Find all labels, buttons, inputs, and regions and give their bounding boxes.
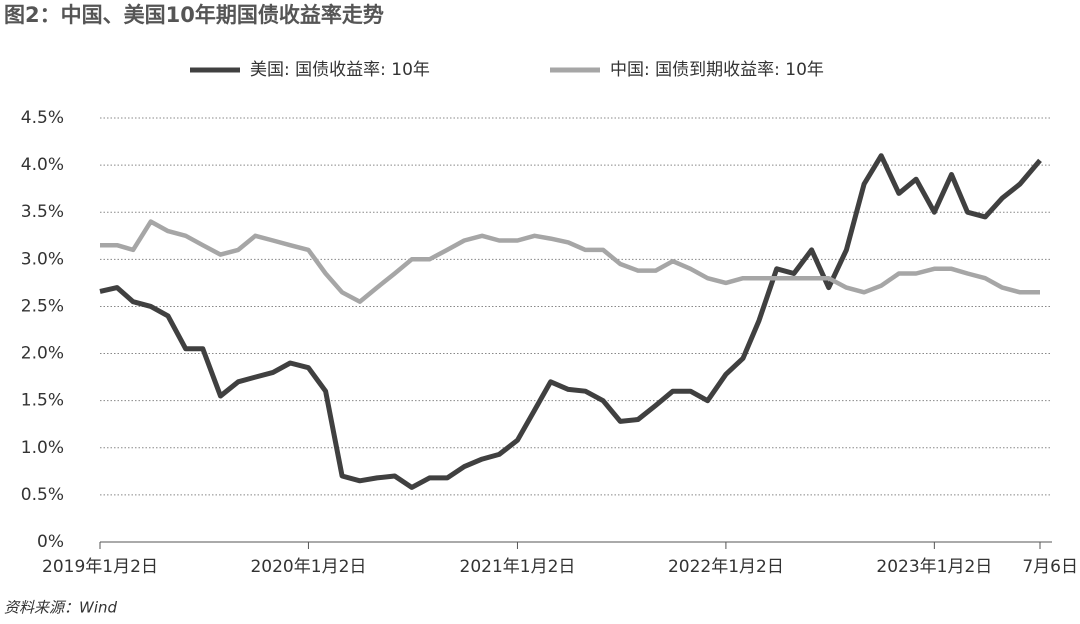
- y-tick-label: 1.0%: [21, 438, 64, 458]
- y-tick-label: 4.0%: [21, 155, 64, 175]
- y-tick-label: 1.5%: [21, 391, 64, 411]
- series-line: [99, 153, 1042, 490]
- source-note: 资料来源：Wind: [4, 599, 118, 617]
- y-tick-label: 3.0%: [21, 249, 64, 269]
- x-tick-label: 2020年1月2日: [250, 557, 366, 577]
- chart-title: 图2：中国、美国10年期国债收益率走势: [4, 3, 384, 27]
- legend-label: 中国: 国债到期收益率: 10年: [610, 60, 824, 80]
- series-line: [100, 219, 1040, 304]
- x-tick-label: 2022年1月2日: [668, 557, 784, 577]
- x-tick-label: 2023年1月2日: [876, 557, 992, 577]
- y-tick-label: 2.0%: [21, 344, 64, 364]
- x-tick-label: 7月6日: [1022, 557, 1078, 577]
- legend-label: 美国: 国债收益率: 10年: [250, 60, 430, 80]
- y-tick-label: 0%: [37, 532, 64, 552]
- y-tick-label: 2.5%: [21, 296, 64, 316]
- y-tick-label: 3.5%: [21, 202, 64, 222]
- x-tick-label: 2019年1月2日: [42, 557, 158, 577]
- y-tick-label: 0.5%: [21, 485, 64, 505]
- y-tick-label: 4.5%: [21, 108, 64, 128]
- x-tick-label: 2021年1月2日: [460, 557, 576, 577]
